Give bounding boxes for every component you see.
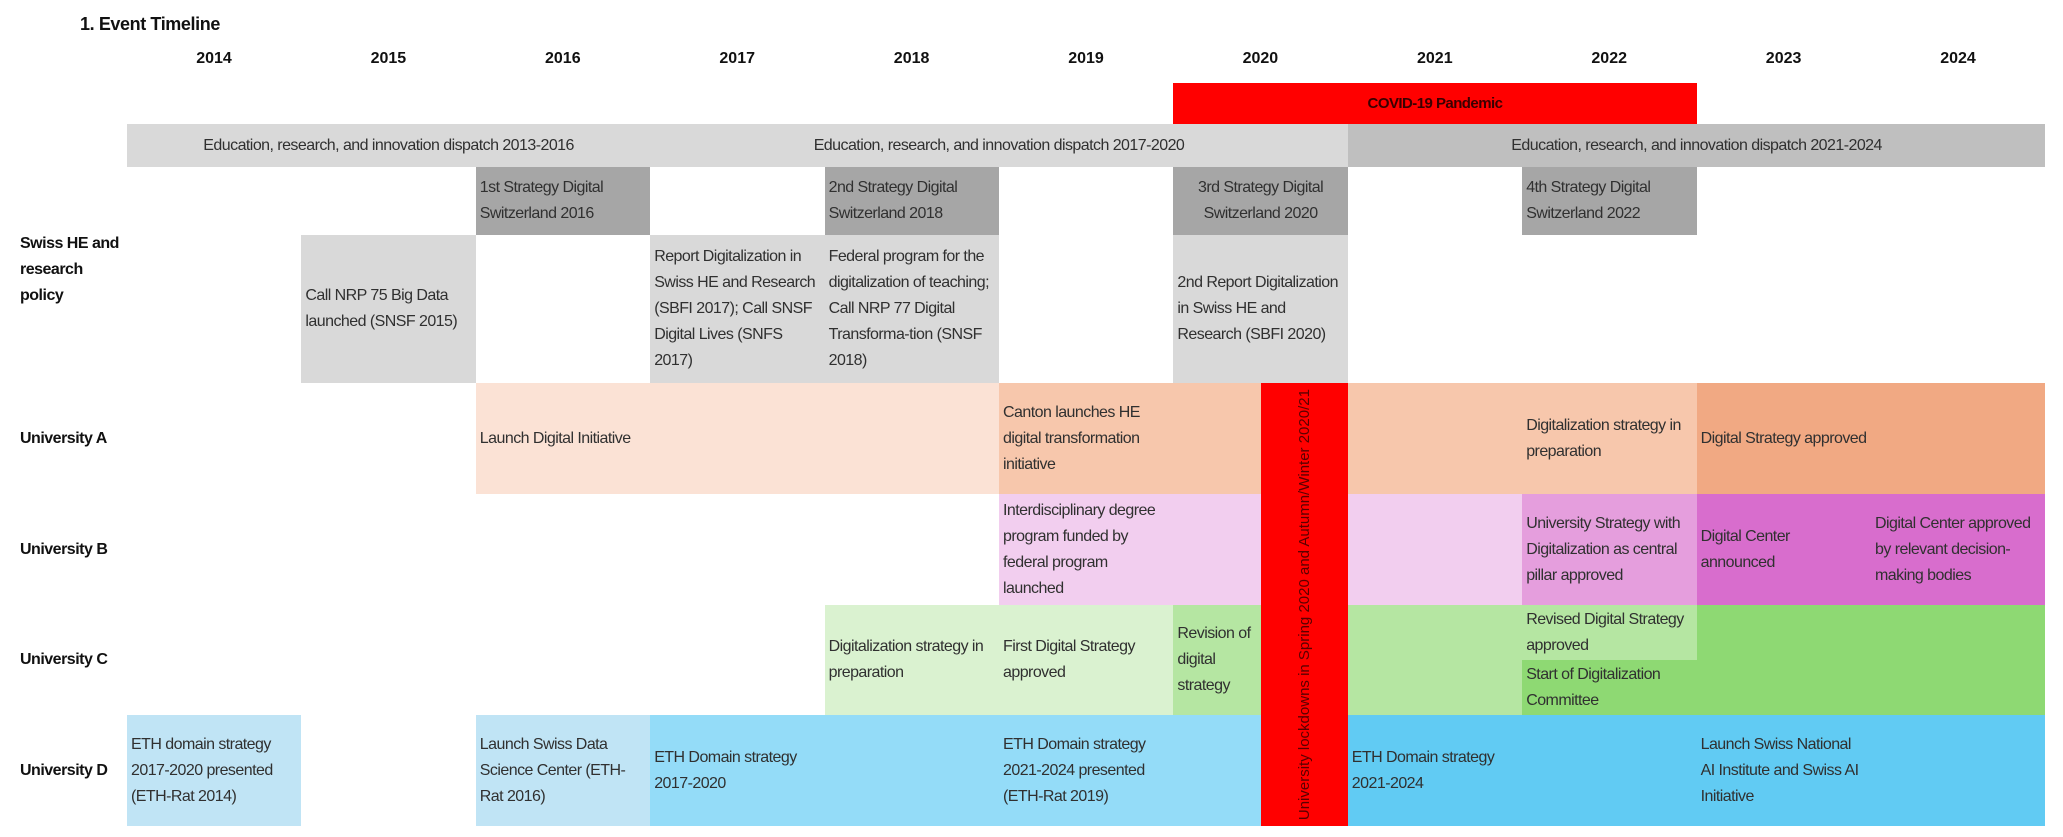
timeline-block-reports xyxy=(301,235,476,383)
event-label: Federal program for the digitalization o… xyxy=(828,248,990,369)
timeline-block-reports xyxy=(650,235,825,383)
timeline-block-dispatch xyxy=(650,124,1348,167)
timeline-block-c xyxy=(824,605,1174,715)
timeline-block-a xyxy=(1696,383,2046,494)
timeline-block-dispatch xyxy=(127,124,651,167)
event-label: Digitalization strategy in preparation xyxy=(1526,416,1681,460)
event-label: Education, research, and innovation disp… xyxy=(813,136,1185,154)
row-label-university-b: University B xyxy=(20,540,108,558)
event-label: Education, research, and innovation disp… xyxy=(203,136,574,154)
event-label: 4th Strategy Digital Switzerland 2022 xyxy=(1526,179,1651,222)
row-label-university-d: University D xyxy=(20,761,108,779)
event-label: 3rd Strategy Digital Switzerland 2020 xyxy=(1198,179,1324,222)
event-label: Start of Digitalization Committee xyxy=(1526,665,1661,709)
event-label: COVID-19 Pandemic xyxy=(1367,94,1503,112)
year-label: 2022 xyxy=(1591,50,1627,67)
year-label: 2021 xyxy=(1417,50,1453,67)
event-label: Digital Center approved by relevant deci… xyxy=(1875,514,2031,584)
timeline-block-reports xyxy=(824,235,999,383)
timeline-block-b xyxy=(1522,494,1697,605)
timeline-block-d xyxy=(127,715,302,826)
year-label: 2015 xyxy=(370,50,407,67)
event-label: Digital Strategy approved xyxy=(1700,429,1867,447)
year-label: 2020 xyxy=(1242,50,1279,67)
timeline-block-b xyxy=(1696,494,2046,605)
event-label: Interdisciplinary degree program funded … xyxy=(1003,501,1156,597)
timeline-block-d xyxy=(650,715,1348,826)
year-label: 2024 xyxy=(1940,50,1976,67)
timeline-block-strategy xyxy=(1173,167,1348,235)
timeline-block-covid xyxy=(1173,83,1697,124)
year-label: 2023 xyxy=(1765,50,1802,67)
event-label: 1st Strategy Digital Switzerland 2016 xyxy=(479,179,604,222)
timeline-block-dispatch xyxy=(1347,124,2046,167)
timeline-block-strategy xyxy=(1522,167,1697,235)
event-label: Canton launches HE digital transformatio… xyxy=(1003,403,1140,473)
event-label: ETH Domain strategy 2021-2024 xyxy=(1351,748,1495,792)
year-label: 2017 xyxy=(719,50,755,67)
timeline-block-c-top xyxy=(1522,605,1697,660)
timeline-block-c-bottom xyxy=(1522,660,1697,715)
event-label: Digitalization strategy in preparation xyxy=(828,638,984,681)
event-label: Launch Swiss Data Science Center (ETH-Ra… xyxy=(479,735,626,805)
event-label: 2nd Report Digitalization in Swiss HE an… xyxy=(1177,274,1338,343)
year-label: 2014 xyxy=(196,50,232,67)
event-label: University Strategy with Digitalization … xyxy=(1526,514,1681,584)
timeline-block-strategy xyxy=(824,167,999,235)
event-label: Education, research, and innovation disp… xyxy=(1511,136,1882,154)
event-label: Digital Center announced xyxy=(1700,527,1791,571)
timeline-block-c xyxy=(1173,605,1523,715)
event-label: ETH Domain strategy 2017-2020 xyxy=(654,748,797,792)
event-label: Call NRP 75 Big Data launched (SNSF 2015… xyxy=(305,287,458,330)
timeline-block-a xyxy=(999,383,1697,494)
event-label: First Digital Strategy approved xyxy=(1003,638,1136,681)
event-label: Report Digitalization in Swiss HE and Re… xyxy=(654,248,816,369)
row-label-policy: Swiss HE and research policy xyxy=(20,235,119,304)
timeline-block-c xyxy=(1696,605,2046,715)
event-label: ETH Domain strategy 2021-2024 presented … xyxy=(1003,735,1146,805)
year-label: 2016 xyxy=(545,50,581,67)
event-label: Revision of digital strategy xyxy=(1177,625,1251,694)
event-label: ETH domain strategy 2017-2020 presented … xyxy=(131,735,273,805)
event-label: 2nd Strategy Digital Switzerland 2018 xyxy=(828,179,958,222)
timeline-block-d xyxy=(1347,715,2046,826)
lockdown-bar xyxy=(1260,383,1348,826)
timeline-block-strategy xyxy=(475,167,651,235)
year-label: 2018 xyxy=(893,50,930,67)
timeline-block-d xyxy=(475,715,651,826)
event-label: Launch Swiss National AI Institute and S… xyxy=(1700,735,1859,805)
event-label: Launch Digital Initiative xyxy=(479,429,631,447)
row-label-university-c: University C xyxy=(20,651,108,668)
timeline-block-reports xyxy=(1173,235,1348,383)
year-label: 2019 xyxy=(1068,50,1104,67)
timeline-block-a xyxy=(475,383,999,494)
row-label-university-a: University A xyxy=(20,429,107,447)
lockdown-label: University lockdowns in Spring 2020 and … xyxy=(1295,388,1313,821)
event-label: Revised Digital Strategy approved xyxy=(1526,610,1684,654)
diagram-title: 1. Event Timeline xyxy=(80,14,220,34)
